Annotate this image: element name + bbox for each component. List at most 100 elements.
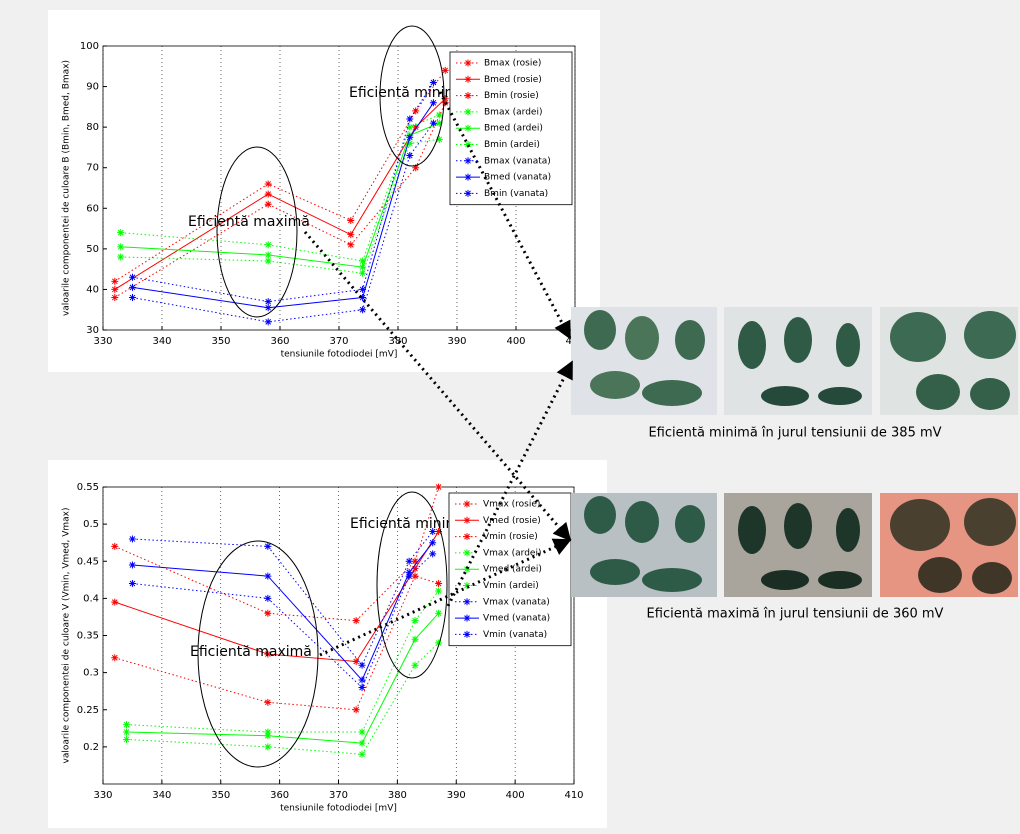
- marker: [264, 542, 272, 550]
- y-tick-label: 0.25: [77, 705, 99, 716]
- x-tick-label: 370: [329, 790, 348, 801]
- leaf: [675, 320, 705, 360]
- leaf: [625, 316, 659, 360]
- legend-label: Vmin (ardei): [483, 581, 539, 591]
- marker: [264, 304, 272, 312]
- legend: Bmax (rosie) Bmed (rosie) Bmin (rosie) Bmax…: [449, 51, 573, 206]
- marker: [123, 728, 131, 736]
- photo-caption: Eficientă minimă în jurul tensiunii de 3…: [648, 426, 941, 441]
- marker: [117, 243, 125, 251]
- x-tick-label: 390: [447, 790, 466, 801]
- marker: [264, 732, 272, 740]
- arrow: [438, 91, 572, 340]
- marker: [429, 119, 437, 127]
- leaf: [890, 499, 950, 551]
- leaf: [964, 498, 1016, 546]
- marker: [358, 728, 366, 736]
- leaf: [590, 559, 640, 585]
- y-tick-label: 40: [86, 284, 99, 295]
- marker: [111, 285, 119, 293]
- marker: [406, 123, 414, 131]
- marker: [128, 580, 136, 588]
- leaf: [584, 310, 616, 350]
- marker: [264, 180, 272, 188]
- marker: [358, 739, 366, 747]
- marker: [347, 231, 355, 239]
- x-tick-label: 400: [506, 336, 525, 347]
- x-tick-label: 360: [270, 790, 289, 801]
- legend-marker: [463, 516, 471, 524]
- legend-marker: [464, 108, 472, 116]
- legend-marker: [464, 141, 472, 148]
- marker: [129, 283, 136, 291]
- leaf: [836, 323, 860, 367]
- legend-label: Bmin (vanata): [484, 189, 548, 199]
- legend-marker: [463, 598, 471, 606]
- y-tick-label: 0.4: [83, 593, 99, 604]
- marker: [347, 216, 355, 224]
- marker: [435, 119, 443, 127]
- annotation-ellipse: [376, 491, 448, 679]
- leaf: [642, 380, 702, 406]
- x-tick-label: 390: [447, 336, 466, 347]
- marker: [435, 587, 443, 595]
- marker: [129, 273, 136, 281]
- marker: [352, 617, 360, 625]
- marker: [264, 241, 272, 249]
- arrow: [446, 360, 574, 607]
- leaf: [818, 571, 862, 589]
- y-tick-label: 0.3: [83, 668, 99, 679]
- marker: [264, 318, 272, 326]
- marker: [128, 535, 136, 543]
- y-tick-label: 80: [86, 122, 99, 133]
- marker: [412, 107, 420, 115]
- legend-label: Vmax (ardei): [483, 548, 541, 558]
- legend-marker: [463, 582, 471, 589]
- marker: [411, 565, 419, 573]
- leaf: [675, 505, 705, 543]
- marker: [435, 639, 443, 647]
- leaf: [836, 508, 860, 552]
- marker: [352, 657, 360, 665]
- legend-label: Bmed (ardei): [484, 124, 543, 134]
- legend: Vmax (rosie) Vmed (rosie) Vmin (rosie) Vmax…: [448, 492, 572, 647]
- legend-marker: [463, 549, 471, 557]
- x-tick-label: 360: [270, 336, 289, 347]
- legend-label: Vmin (rosie): [483, 532, 538, 542]
- y-tick-label: 0.5: [83, 519, 99, 530]
- y-tick-label: 0.45: [77, 556, 99, 567]
- series-line: [114, 486, 440, 622]
- marker: [359, 285, 367, 293]
- marker: [441, 66, 449, 74]
- y-tick-label: 0.2: [83, 742, 99, 753]
- y-tick-label: 30: [86, 325, 99, 336]
- annotation: Eficientă minimă: [349, 85, 467, 101]
- legend-marker: [464, 189, 472, 197]
- marker: [411, 557, 419, 565]
- marker: [264, 251, 272, 259]
- marker: [111, 277, 119, 285]
- photo-caption: Eficientă maximă în jurul tensiunii de 3…: [647, 607, 944, 622]
- legend-marker: [464, 124, 472, 132]
- marker: [435, 609, 443, 617]
- leaf: [784, 317, 812, 363]
- marker: [435, 483, 443, 491]
- chart: 3303403503603703803904004103040506070809…: [62, 25, 585, 360]
- marker: [435, 580, 443, 588]
- y-axis-label: valoarile componentei de culoare B (Bmin…: [62, 60, 72, 316]
- y-tick-label: 100: [80, 41, 99, 52]
- y-tick-label: 90: [86, 82, 99, 93]
- leaf: [761, 570, 809, 590]
- legend-label: Vmed (vanata): [483, 614, 550, 624]
- x-tick-label: 400: [506, 790, 525, 801]
- legend-marker: [464, 59, 472, 67]
- marker: [128, 561, 136, 569]
- leaf: [642, 568, 702, 592]
- marker: [264, 650, 272, 658]
- y-tick-label: 50: [86, 244, 99, 255]
- x-tick-label: 370: [329, 336, 348, 347]
- legend-marker: [464, 157, 472, 165]
- marker: [412, 164, 420, 172]
- marker: [347, 241, 355, 249]
